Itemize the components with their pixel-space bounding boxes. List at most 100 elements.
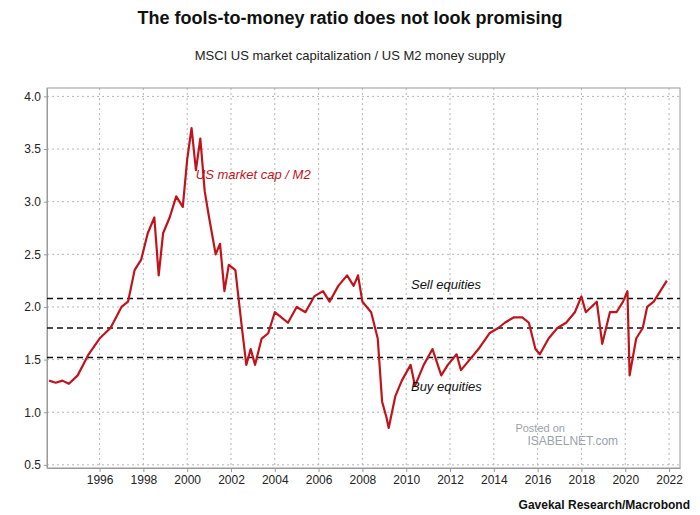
grid-line-x — [493, 88, 494, 468]
grid-line-y — [47, 464, 680, 465]
x-tick: 2006 — [306, 468, 333, 487]
grid-line-x — [99, 88, 100, 468]
subtitle: MSCI US market capitalization / US M2 mo… — [195, 48, 506, 63]
y-tick-mark — [44, 307, 47, 308]
y-tick: 3.5 — [24, 142, 47, 156]
x-tick-label: 2006 — [306, 473, 333, 487]
x-tick-label: 2000 — [174, 473, 201, 487]
grid-line-y — [47, 359, 680, 360]
x-tick-label: 2004 — [262, 473, 289, 487]
x-tick: 2016 — [525, 468, 552, 487]
y-tick-label: 3.5 — [24, 142, 41, 156]
y-tick-mark — [44, 412, 47, 413]
title: The fools-to-money ratio does not look p… — [137, 8, 562, 28]
y-tick-label: 2.5 — [24, 248, 41, 262]
annotations: US market cap / M2 Sell equities Buy equit… — [196, 167, 618, 448]
x-tick-mark — [538, 468, 539, 472]
y-tick-label: 1.0 — [24, 406, 41, 420]
grid-line-x — [362, 88, 363, 468]
reference-label: Sell equities — [411, 277, 482, 292]
x-tick: 2022 — [656, 468, 683, 487]
y-tick: 1.0 — [24, 406, 47, 420]
x-tick: 2008 — [350, 468, 377, 487]
y-tick: 2.0 — [24, 300, 47, 314]
reference-line — [47, 298, 680, 300]
x-tick-label: 2016 — [525, 473, 552, 487]
y-tick-label: 4.0 — [24, 90, 41, 104]
x-tick-mark — [494, 468, 495, 472]
grid-line-y — [47, 201, 680, 202]
x-tick: 1998 — [131, 468, 158, 487]
y-tick-mark — [44, 96, 47, 97]
y-axis: 0.5 1.0 1.5 2.0 2.5 3.0 3.5 4.0 — [24, 89, 47, 473]
reference-label: Buy equities — [411, 379, 482, 394]
x-tick-label: 2018 — [569, 473, 596, 487]
grid-line-x — [581, 88, 582, 468]
x-tick-mark — [581, 468, 582, 472]
x-tick-label: 2022 — [656, 473, 683, 487]
x-tick-mark — [231, 468, 232, 472]
watermark: Posted on — [515, 422, 565, 434]
grid-line-x — [274, 88, 275, 468]
grid-line-y — [47, 96, 680, 97]
reference-line — [47, 327, 680, 329]
y-tick-mark — [44, 254, 47, 255]
x-tick-label: 2014 — [481, 473, 508, 487]
y-tick-label: 3.0 — [24, 195, 41, 209]
x-tick: 2018 — [569, 468, 596, 487]
grid-line-x — [537, 88, 538, 468]
x-tick-label: 2020 — [612, 473, 639, 487]
y-tick: 0.5 — [24, 458, 47, 472]
y-tick-mark — [44, 149, 47, 150]
grid-line-x — [625, 88, 626, 468]
plot-frame — [47, 88, 680, 468]
x-tick: 2000 — [174, 468, 201, 487]
x-tick-label: 1996 — [87, 473, 114, 487]
x-tick-mark — [143, 468, 144, 472]
x-tick: 2004 — [262, 468, 289, 487]
grid-line-x — [669, 88, 670, 468]
y-tick: 2.5 — [24, 248, 47, 262]
series-line — [49, 128, 667, 428]
y-tick: 1.5 — [24, 353, 47, 367]
y-tick-mark — [44, 202, 47, 203]
grid — [47, 88, 680, 468]
y-axis-line — [47, 89, 48, 469]
x-axis: 1996 1998 2000 2002 2004 2006 2008 2010 2012 2014… — [48, 468, 684, 487]
x-tick-label: 2008 — [350, 473, 377, 487]
y-tick-mark — [44, 465, 47, 466]
plot: 1996 1998 2000 2002 2004 2006 2008 2010 2012 2014… — [24, 88, 683, 487]
x-tick: 2014 — [481, 468, 508, 487]
source: Gavekal Research/Macrobond — [519, 498, 690, 512]
x-tick-mark — [406, 468, 407, 472]
x-tick: 1996 — [87, 468, 114, 487]
y-tick-label: 2.0 — [24, 300, 41, 314]
x-tick-label: 2012 — [437, 473, 464, 487]
x-tick: 2002 — [218, 468, 245, 487]
marks — [47, 128, 680, 428]
x-tick-label: 1998 — [131, 473, 158, 487]
grid-line-y — [47, 149, 680, 150]
x-tick: 2010 — [393, 468, 420, 487]
y-tick: 4.0 — [24, 90, 47, 104]
x-tick-label: 2010 — [393, 473, 420, 487]
grid-line-y — [47, 412, 680, 413]
grid-line-x — [187, 88, 188, 468]
reference-line — [47, 357, 680, 359]
grid-line-x — [318, 88, 319, 468]
grid-line-x — [230, 88, 231, 468]
series-label: US market cap / M2 — [196, 167, 312, 182]
x-tick: 2020 — [612, 468, 639, 487]
x-axis-line — [48, 468, 681, 469]
x-tick-mark — [319, 468, 320, 472]
y-tick-label: 1.5 — [24, 353, 41, 367]
x-tick-mark — [625, 468, 626, 472]
chart: The fools-to-money ratio does not look p… — [0, 0, 700, 515]
x-tick-mark — [450, 468, 451, 472]
grid-line-x — [406, 88, 407, 468]
watermark: ISABELNET.com — [527, 434, 618, 448]
grid-line-x — [143, 88, 144, 468]
x-tick-mark — [362, 468, 363, 472]
x-tick-mark — [187, 468, 188, 472]
x-tick-mark — [669, 468, 670, 472]
